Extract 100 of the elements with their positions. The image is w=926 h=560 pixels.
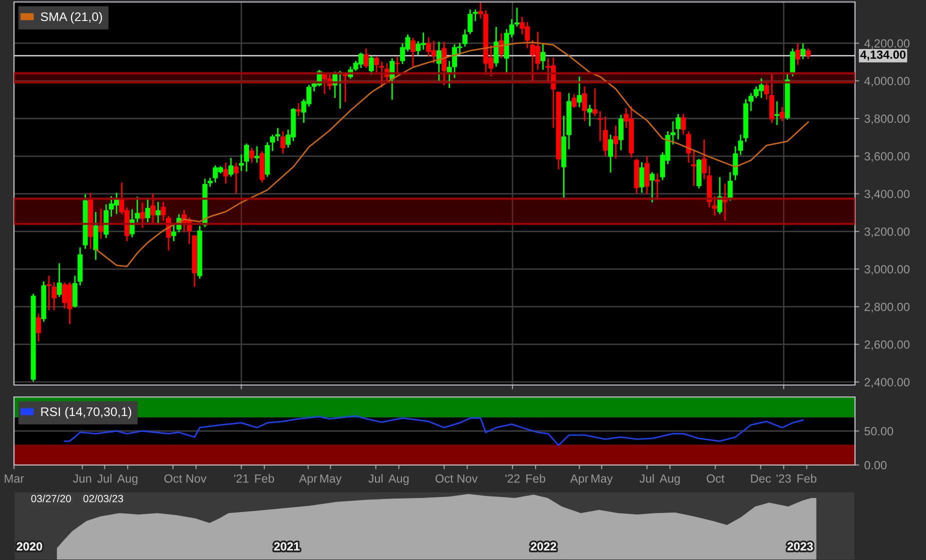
x-tick-label: 2021 (274, 542, 300, 551)
candlestick (36, 314, 42, 342)
annotation: 02/03/23 (83, 494, 124, 502)
candlestick (540, 43, 546, 70)
candlestick (748, 93, 754, 112)
candlestick (598, 111, 603, 142)
candlestick (208, 178, 213, 187)
candlestick (160, 202, 166, 221)
candlestick (732, 146, 738, 180)
candlestick (52, 282, 57, 310)
candlestick (602, 116, 608, 156)
candlestick (93, 212, 98, 260)
candlestick (171, 224, 176, 242)
candlestick (582, 86, 588, 122)
candlestick (769, 73, 774, 123)
x-tick-label: Aug (117, 474, 138, 486)
candlestick (342, 72, 348, 102)
candlestick (98, 208, 104, 239)
candlestick (644, 156, 650, 194)
x-tick-label: Feb (255, 474, 274, 483)
candlestick (587, 104, 592, 126)
candlestick (686, 131, 692, 163)
x-tick-label: 2023 (787, 542, 813, 551)
candlestick (608, 134, 614, 172)
candlestick (150, 194, 156, 225)
candlestick (790, 48, 796, 76)
candlestick (374, 56, 380, 72)
x-tick-label: '22 (505, 474, 520, 483)
x-tick-label: Jul (640, 474, 654, 483)
ref-line-label: 4,134.00 (860, 50, 906, 61)
candlestick (462, 30, 468, 47)
y-tick-label: 4,200.00 (864, 39, 910, 50)
candlestick (576, 76, 582, 108)
candlestick (156, 202, 161, 224)
x-tick-label: 2022 (530, 542, 556, 551)
x-tick-label: Mar (4, 474, 24, 483)
y-tick-label: 0.00 (864, 461, 887, 470)
x-tick-label: Oct (436, 474, 454, 483)
x-tick-label: Aug (660, 474, 680, 486)
annotation: 03/27/20 (31, 494, 71, 502)
candlestick (764, 83, 770, 100)
candlestick (145, 198, 150, 222)
candlestick (228, 158, 234, 177)
candlestick (676, 114, 681, 140)
candlestick (270, 134, 276, 151)
y-tick-label: 2,600.00 (864, 340, 910, 350)
x-tick-label: Oct (164, 474, 182, 483)
y-tick-label: 50.00 (864, 427, 894, 436)
candlestick (368, 56, 374, 75)
x-tick-label: Feb (526, 474, 546, 483)
candlestick (738, 134, 744, 155)
x-tick-label: Jun (73, 474, 92, 483)
x-tick-label: Apr (299, 474, 318, 486)
candlestick (654, 174, 660, 200)
y-tick-label: 2,800.00 (864, 302, 910, 312)
candlestick (680, 114, 686, 134)
candlestick (280, 131, 286, 154)
candlestick (442, 42, 447, 86)
y-tick-label: 2,400.00 (864, 378, 910, 388)
candlestick (800, 43, 806, 60)
x-tick-label: May (591, 474, 613, 486)
candlestick (104, 204, 109, 238)
candlestick (275, 128, 280, 142)
candlestick (244, 144, 250, 172)
candlestick (780, 107, 785, 122)
x-tick-label: Nov (458, 474, 478, 483)
candlestick (618, 114, 624, 150)
x-tick-label: Jul (368, 474, 383, 483)
candlestick (774, 101, 780, 126)
legend-label: SMA (21,0) (40, 12, 102, 24)
x-tick-label: May (320, 474, 342, 486)
candlestick (468, 10, 473, 34)
x-tick-label: Nov (186, 474, 206, 483)
y-tick-label: 3,600.00 (864, 152, 910, 162)
candlestick (140, 202, 146, 228)
x-tick-label: Oct (706, 474, 724, 483)
candlestick (712, 196, 718, 216)
candlestick (650, 172, 655, 202)
x-tick-label: Apr (570, 474, 588, 486)
candlestick (572, 94, 577, 108)
x-tick-label: Feb (798, 474, 816, 483)
candlestick (795, 43, 800, 65)
candlestick (134, 196, 140, 222)
candlestick (410, 38, 416, 66)
candlestick (498, 33, 504, 58)
candlestick (702, 140, 707, 180)
candlestick (670, 121, 676, 144)
candlestick (592, 88, 598, 116)
candlestick (436, 42, 442, 81)
candlestick (296, 103, 302, 116)
y-tick-label: 3,200.00 (864, 227, 910, 238)
x-tick-label: '23 (776, 474, 791, 483)
y-tick-label: 3,400.00 (864, 190, 910, 200)
x-tick-label: Aug (388, 474, 409, 486)
candlestick (494, 26, 499, 66)
candlestick (234, 162, 239, 194)
candlestick (56, 263, 62, 297)
y-tick-label: 3,000.00 (864, 265, 910, 275)
x-tick-label: Jul (97, 474, 112, 483)
candlestick (639, 162, 644, 193)
